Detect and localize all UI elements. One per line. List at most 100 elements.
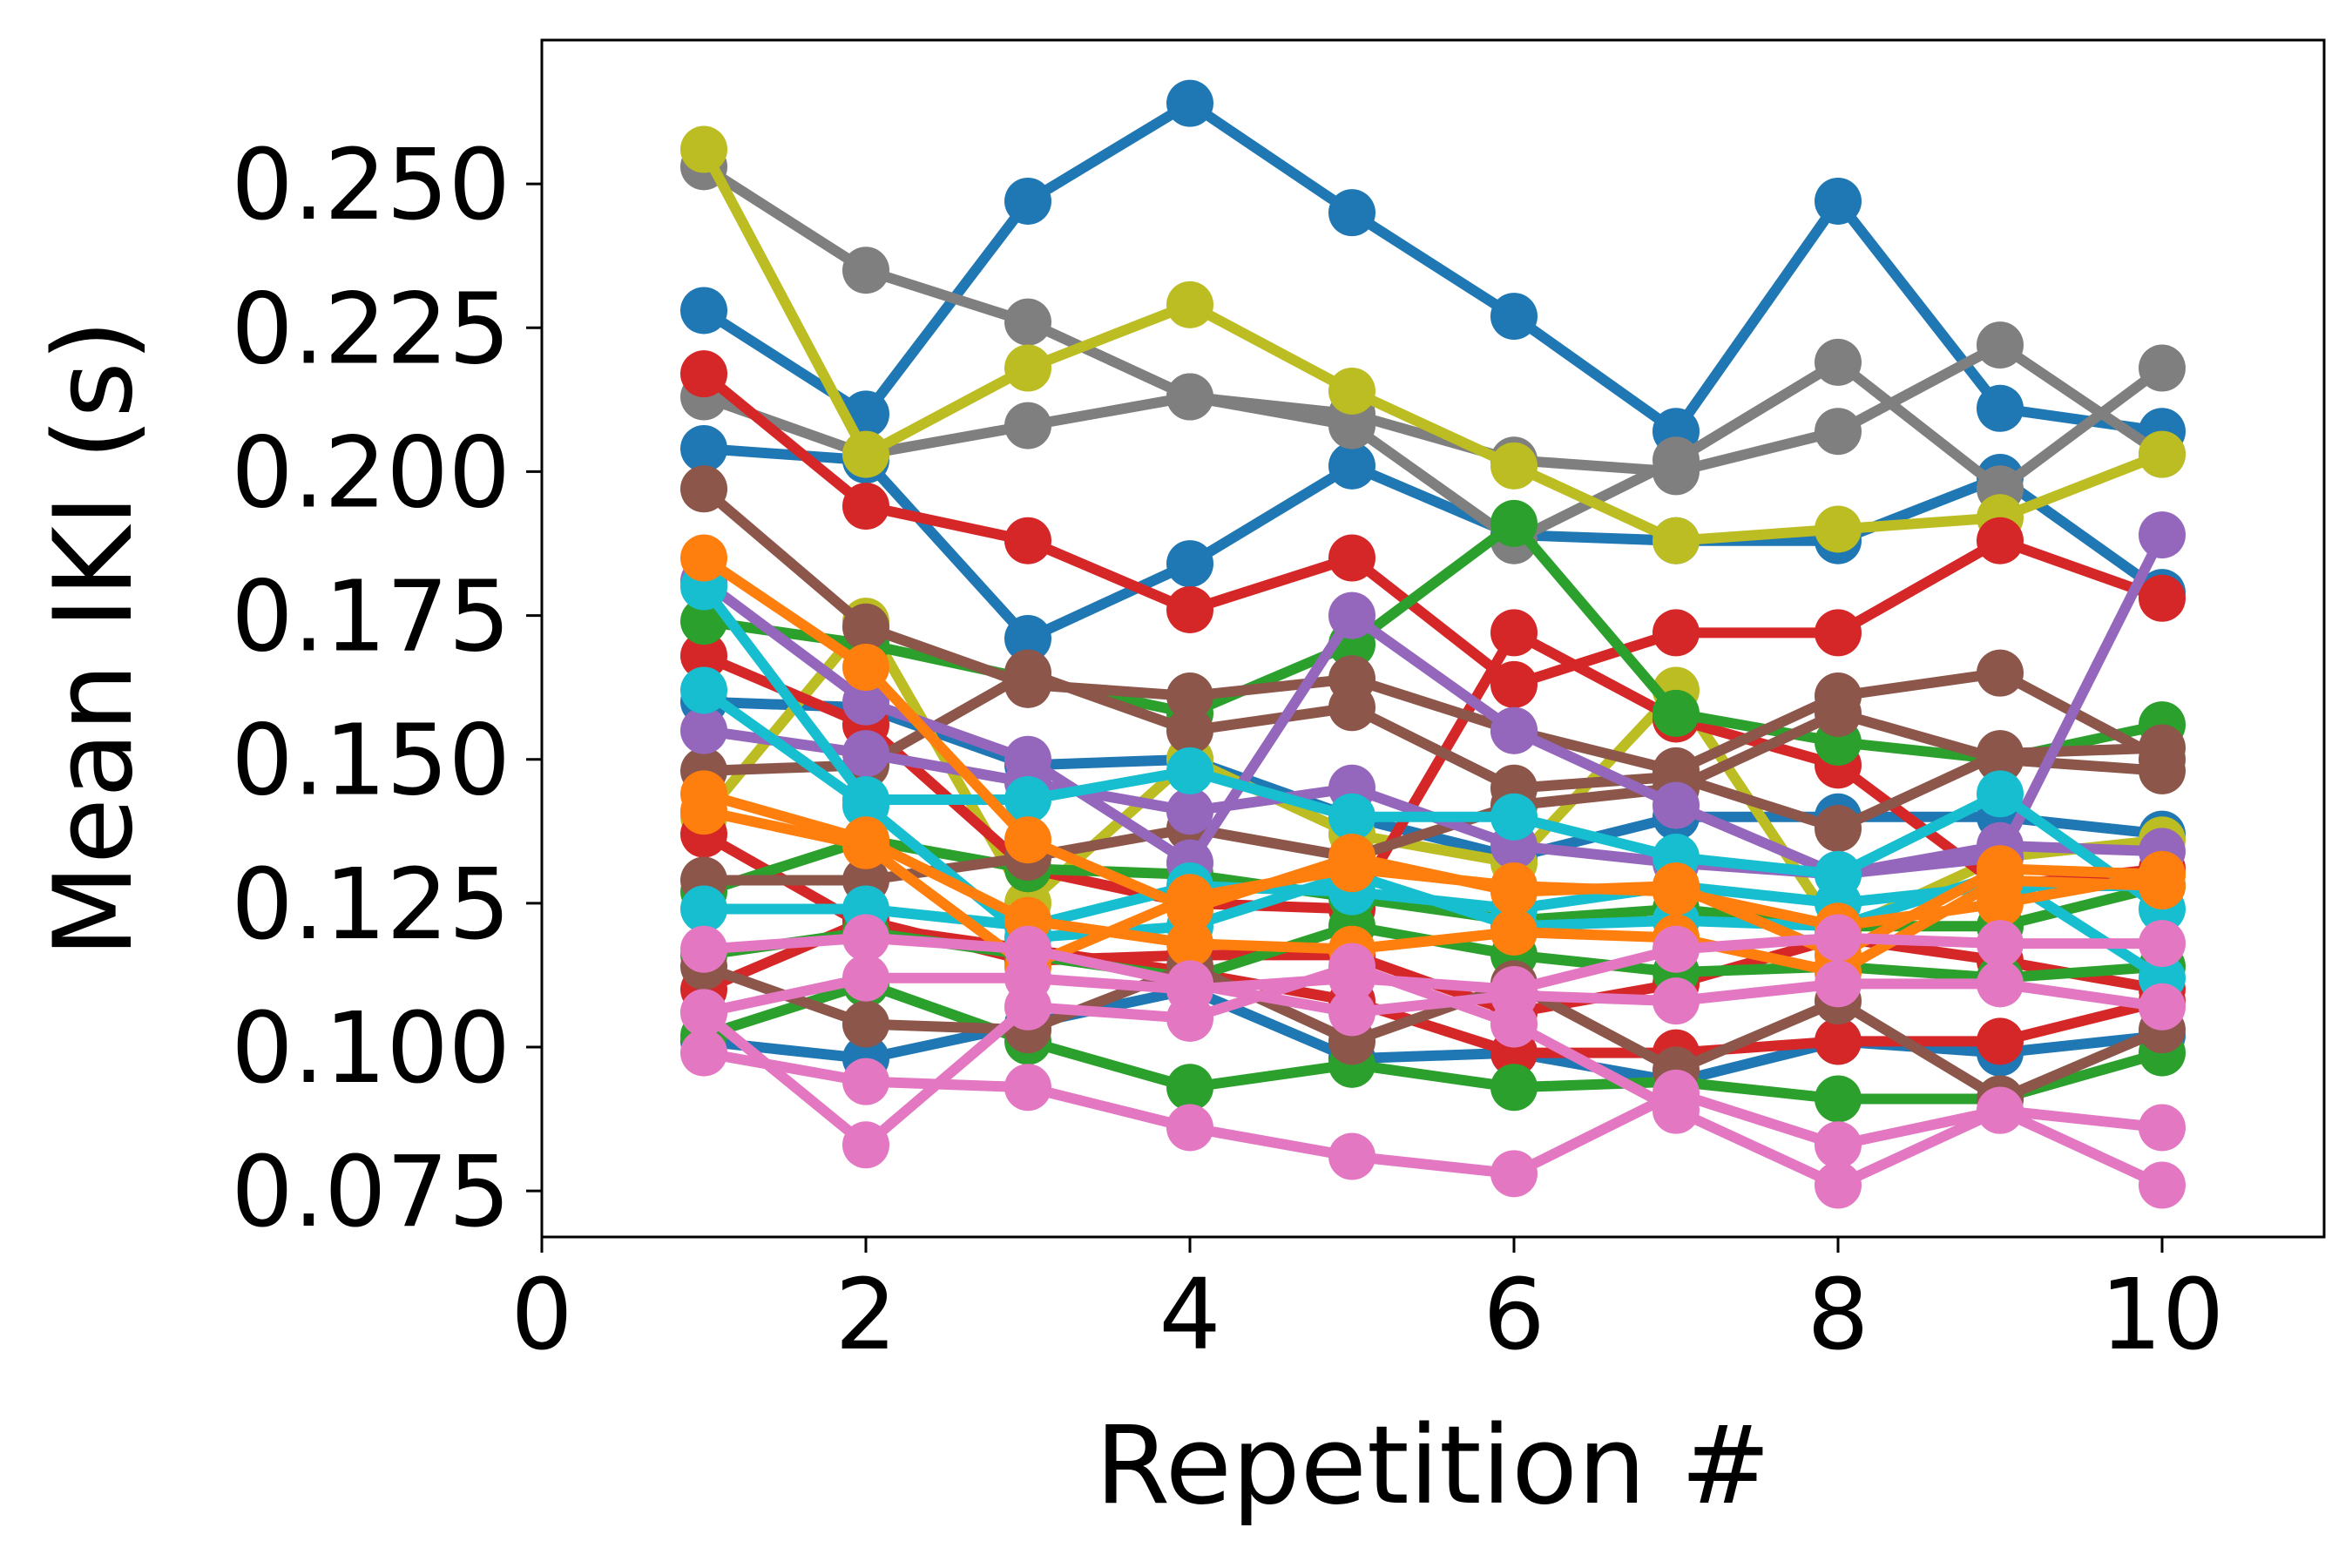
data-point xyxy=(1652,925,1700,973)
data-point xyxy=(1004,775,1051,823)
data-point xyxy=(1815,960,1862,1008)
data-point xyxy=(1815,914,1862,962)
y-tick-label: 0.200 xyxy=(231,416,510,530)
data-point xyxy=(1166,787,1213,835)
series-line xyxy=(699,881,2167,932)
series-line xyxy=(699,961,2167,1105)
data-point xyxy=(2139,983,2186,1031)
data-point xyxy=(842,954,889,1002)
data-point xyxy=(1490,1150,1538,1198)
x-tick-label: 2 xyxy=(835,1259,896,1372)
data-point xyxy=(680,534,727,582)
series-line xyxy=(699,806,2167,972)
data-point xyxy=(1977,879,2024,927)
data-point xyxy=(842,914,889,962)
data-point xyxy=(1166,79,1213,127)
data-point xyxy=(1652,517,1700,564)
y-tick-label: 0.250 xyxy=(231,129,510,242)
data-point xyxy=(1977,770,2024,818)
data-point xyxy=(1815,1121,1862,1169)
plot-frame xyxy=(540,38,2326,1239)
data-point xyxy=(680,885,727,933)
data-point xyxy=(1815,505,1862,553)
x-axis: 0 2 4 6 8 10 xyxy=(510,1237,2224,1372)
data-point xyxy=(1977,517,2024,564)
data-point xyxy=(2139,1104,2186,1152)
data-point xyxy=(1004,517,1051,564)
series-6 xyxy=(680,321,2186,496)
data-point xyxy=(1652,977,1700,1025)
data-point xyxy=(842,603,889,651)
y-tick-label: 0.075 xyxy=(231,1136,510,1249)
data-point xyxy=(1815,1161,1862,1209)
data-point xyxy=(1815,609,1862,657)
data-point xyxy=(1004,816,1051,864)
data-point xyxy=(1815,1075,1862,1123)
data-point xyxy=(1490,793,1538,841)
data-point xyxy=(1977,1017,2024,1065)
x-tick-label: 8 xyxy=(1807,1259,1869,1372)
data-point xyxy=(1490,1064,1538,1112)
data-point xyxy=(1328,1132,1375,1180)
data-point xyxy=(680,350,727,398)
series-line xyxy=(699,340,2167,477)
data-point xyxy=(680,287,727,335)
data-point xyxy=(680,706,727,754)
series-line xyxy=(699,161,2167,546)
y-tick-label: 0.100 xyxy=(231,992,510,1105)
data-point xyxy=(1977,735,2024,783)
data-point xyxy=(680,425,727,473)
data-point xyxy=(1490,609,1538,657)
data-point xyxy=(842,430,889,478)
data-point xyxy=(1815,338,1862,386)
data-point xyxy=(2139,920,2186,968)
series-32 xyxy=(680,914,2186,1037)
data-point xyxy=(1977,649,2024,697)
series-line xyxy=(699,932,2167,1018)
series-line xyxy=(699,530,2167,880)
data-point xyxy=(1490,706,1538,754)
data-point xyxy=(1490,442,1538,490)
y-tick-label: 0.125 xyxy=(231,848,510,962)
data-point xyxy=(842,644,889,692)
x-axis-label: Repetition # xyxy=(1095,1403,1771,1529)
data-point xyxy=(680,787,727,835)
data-point xyxy=(1328,591,1375,639)
data-point xyxy=(1328,943,1375,990)
data-point xyxy=(1166,373,1213,421)
data-point xyxy=(1652,689,1700,737)
data-point xyxy=(1815,408,1862,456)
y-axis-label: Mean IKI (s) xyxy=(31,320,157,958)
data-point xyxy=(1652,448,1700,496)
series-line xyxy=(699,978,2167,1105)
series-line xyxy=(699,696,2167,863)
data-point xyxy=(1815,804,1862,852)
data-point xyxy=(1490,660,1538,708)
data-point xyxy=(1490,499,1538,547)
data-point xyxy=(1977,920,2024,968)
data-point xyxy=(1652,1069,1700,1117)
y-tick-label: 0.150 xyxy=(231,705,510,818)
x-tick-label: 0 xyxy=(510,1259,572,1372)
data-point xyxy=(1166,585,1213,633)
data-point xyxy=(842,247,889,294)
series-line xyxy=(699,932,2167,1018)
data-point xyxy=(2139,850,2186,898)
data-point xyxy=(1490,908,1538,956)
data-point xyxy=(1166,706,1213,754)
data-point xyxy=(1815,177,1862,225)
data-point xyxy=(680,925,727,973)
series-7 xyxy=(680,125,2186,564)
series-line xyxy=(699,144,2167,546)
data-point xyxy=(1004,649,1051,697)
data-point xyxy=(1166,1064,1213,1112)
data-point xyxy=(842,1000,889,1048)
y-tick-label: 0.175 xyxy=(231,561,510,674)
data-point xyxy=(1004,344,1051,392)
data-point xyxy=(1166,747,1213,794)
data-point xyxy=(1166,874,1213,922)
data-point xyxy=(2139,430,2186,478)
y-tick-label: 0.225 xyxy=(231,273,510,386)
series-line xyxy=(699,443,2167,644)
data-point xyxy=(1490,293,1538,341)
